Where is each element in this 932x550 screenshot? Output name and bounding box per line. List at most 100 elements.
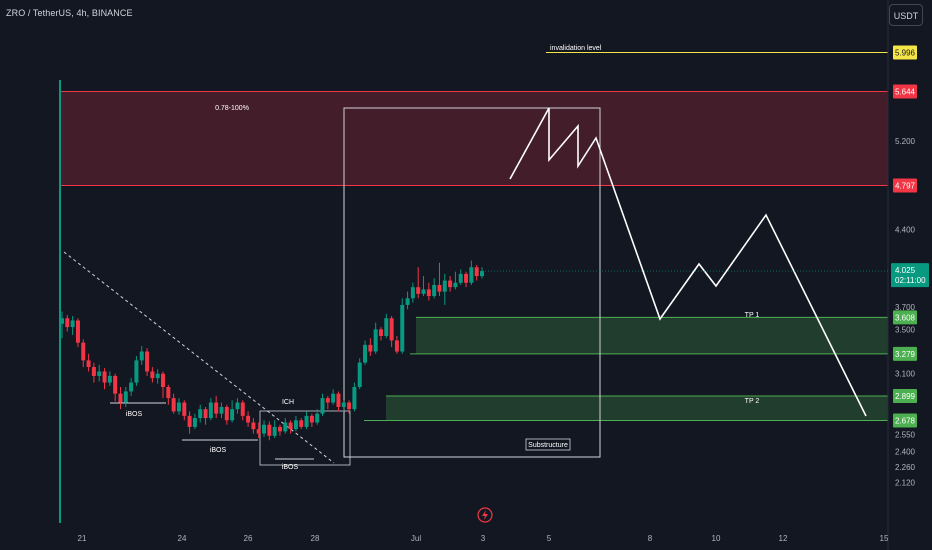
candle-body bbox=[405, 298, 410, 305]
candle-body bbox=[171, 398, 176, 412]
candle-body bbox=[480, 271, 484, 277]
candle bbox=[347, 400, 352, 414]
ibos-label-3: iBOS bbox=[282, 464, 299, 471]
candle bbox=[315, 409, 320, 425]
candle bbox=[293, 415, 298, 432]
candle bbox=[336, 391, 341, 412]
candle-body bbox=[176, 402, 181, 412]
candle bbox=[394, 335, 399, 354]
candle-body bbox=[331, 393, 336, 403]
candle bbox=[469, 260, 474, 285]
candle-body bbox=[283, 422, 288, 432]
candle-body bbox=[97, 371, 102, 376]
candle-body bbox=[474, 267, 479, 277]
substructure-label: Substructure bbox=[528, 442, 568, 449]
candle bbox=[267, 421, 272, 441]
candle bbox=[410, 282, 415, 303]
candle bbox=[373, 322, 378, 354]
candle-body bbox=[363, 344, 368, 363]
candle bbox=[389, 316, 394, 348]
candle bbox=[161, 371, 166, 399]
candle bbox=[224, 404, 229, 425]
last-price-tag bbox=[891, 263, 929, 288]
candle-body bbox=[469, 267, 474, 283]
time-tick-label: 10 bbox=[712, 534, 721, 543]
currency-button[interactable]: USDT bbox=[889, 4, 923, 26]
price-tick-label: 4.400 bbox=[895, 226, 916, 235]
candle-body bbox=[224, 406, 229, 421]
price-tag-zone-bottom bbox=[893, 178, 917, 193]
candle bbox=[192, 413, 197, 430]
candle bbox=[123, 387, 128, 407]
candle bbox=[102, 368, 107, 390]
tp2-label: TP 2 bbox=[745, 398, 760, 405]
candle bbox=[70, 316, 75, 335]
zone-label: 0.78-100% bbox=[215, 105, 249, 112]
candle-body bbox=[91, 367, 96, 376]
candle bbox=[464, 271, 469, 288]
candle bbox=[65, 314, 70, 332]
candle-body bbox=[65, 318, 70, 328]
candle bbox=[246, 411, 251, 427]
candle-body bbox=[70, 320, 75, 328]
candle-body bbox=[86, 360, 91, 368]
candle-body bbox=[203, 409, 208, 419]
price-tag-invalidation bbox=[893, 45, 917, 60]
candle bbox=[166, 384, 171, 405]
candle-body bbox=[235, 402, 240, 410]
candle-body bbox=[187, 415, 192, 427]
candle-body bbox=[246, 415, 251, 423]
candle bbox=[118, 387, 123, 410]
candle-body bbox=[448, 280, 453, 288]
candle bbox=[277, 424, 282, 436]
tradingview-logo-icon bbox=[477, 507, 493, 523]
chart-title: ZRO / TetherUS, 4h, BINANCE bbox=[6, 8, 133, 18]
candle bbox=[288, 420, 293, 434]
candle bbox=[453, 271, 458, 290]
price-tag-label: 2.678 bbox=[895, 417, 916, 426]
price-tick-label: 3.500 bbox=[895, 325, 916, 334]
candle bbox=[331, 389, 336, 405]
candle bbox=[240, 400, 245, 421]
candle bbox=[208, 398, 213, 421]
candle bbox=[150, 367, 155, 383]
price-tag-tp2-top bbox=[893, 388, 917, 403]
ibos-label-2: iBOS bbox=[210, 447, 227, 454]
candle bbox=[182, 400, 187, 421]
time-tick-label: 28 bbox=[311, 534, 320, 543]
price-tick-label: 2.260 bbox=[895, 463, 916, 472]
candle bbox=[134, 355, 139, 386]
zone-tp2 bbox=[386, 395, 888, 421]
candle-body bbox=[208, 402, 213, 419]
ibos-label-1: iBOS bbox=[126, 411, 143, 418]
candle-body bbox=[277, 426, 282, 432]
candle-body bbox=[293, 420, 298, 430]
price-tag-label: 3.279 bbox=[895, 350, 916, 359]
candle bbox=[416, 267, 421, 299]
candle-body bbox=[102, 371, 107, 383]
candle-body bbox=[384, 318, 389, 336]
candle-body bbox=[373, 329, 378, 352]
candle bbox=[113, 373, 118, 402]
candle bbox=[320, 393, 325, 416]
candle-body bbox=[299, 420, 304, 427]
candle bbox=[187, 411, 192, 434]
candle bbox=[203, 406, 208, 425]
candle bbox=[251, 418, 256, 434]
price-tag-label: 3.608 bbox=[895, 313, 916, 322]
projection-path bbox=[509, 107, 867, 417]
substructure-box bbox=[343, 107, 601, 458]
candle-body bbox=[421, 289, 426, 294]
candle-body bbox=[464, 273, 469, 283]
price-tick-label: 2.550 bbox=[895, 431, 916, 440]
candle-body bbox=[155, 373, 160, 379]
candle-body bbox=[315, 413, 320, 423]
candle bbox=[432, 278, 437, 299]
candle bbox=[219, 402, 224, 419]
candle-body bbox=[267, 424, 272, 436]
candle-body bbox=[304, 415, 309, 427]
price-tag-label: 5.644 bbox=[895, 88, 916, 97]
candle-body bbox=[442, 280, 447, 292]
